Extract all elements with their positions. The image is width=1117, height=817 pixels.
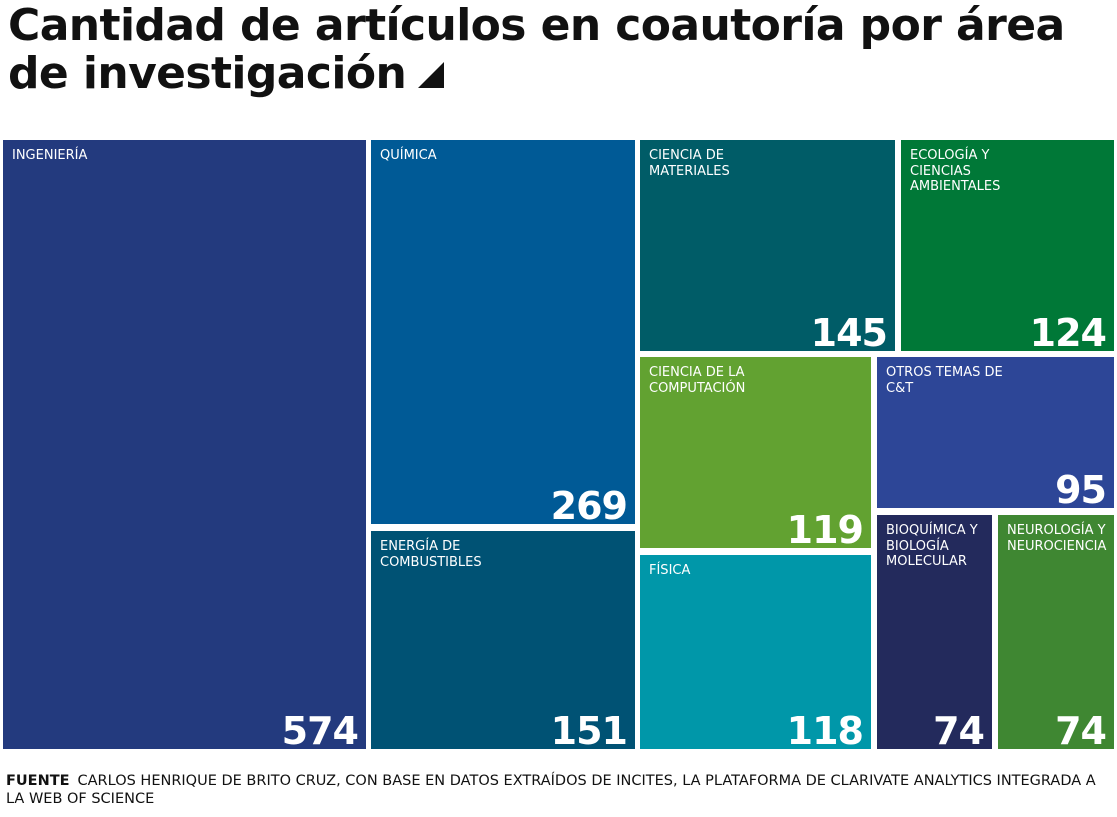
treemap-tile-value: 145 xyxy=(810,311,888,351)
treemap-tile-label: CIENCIA DE MATERIALES xyxy=(649,148,730,179)
treemap-tile-value: 119 xyxy=(786,508,864,548)
treemap-tile: ECOLOGÍA Y CIENCIAS AMBIENTALES 124 xyxy=(901,140,1114,351)
source-note: FUENTE CARLOS HENRIQUE DE BRITO CRUZ, CON… xyxy=(6,772,1106,808)
treemap-tile: BIOQUÍMICA Y BIOLOGÍA MOLECULAR 74 xyxy=(877,515,992,749)
treemap-tile-label: OTROS TEMAS DE C&T xyxy=(886,365,1003,396)
treemap-tile-value: 95 xyxy=(1055,468,1107,508)
treemap-tile-value: 74 xyxy=(933,709,985,749)
treemap-tile-label: ECOLOGÍA Y CIENCIAS AMBIENTALES xyxy=(910,148,1001,194)
treemap-tile-label: FÍSICA xyxy=(649,563,691,578)
treemap-tile-label: QUÍMICA xyxy=(380,148,437,163)
treemap-tile-value: 574 xyxy=(281,709,359,749)
treemap-tile: OTROS TEMAS DE C&T 95 xyxy=(877,357,1114,508)
treemap-tile: CIENCIA DE MATERIALES 145 xyxy=(640,140,895,351)
treemap-tile-label: NEUROLOGÍA Y NEUROCIENCIA xyxy=(1007,523,1107,554)
treemap-tile-value: 124 xyxy=(1029,311,1107,351)
treemap-tile: FÍSICA 118 xyxy=(640,555,871,749)
treemap-tile: QUÍMICA 269 xyxy=(371,140,635,524)
treemap-tile-value: 269 xyxy=(550,484,628,524)
treemap-tile-label: BIOQUÍMICA Y BIOLOGÍA MOLECULAR xyxy=(886,523,978,569)
source-text: CARLOS HENRIQUE DE BRITO CRUZ, CON BASE … xyxy=(6,773,1096,807)
treemap-tile: NEUROLOGÍA Y NEUROCIENCIA 74 xyxy=(998,515,1114,749)
chart-title-text: Cantidad de artículos en coautoría por á… xyxy=(8,0,1065,99)
treemap-tile: INGENIERÍA 574 xyxy=(3,140,366,749)
treemap-tile-value: 118 xyxy=(786,709,864,749)
treemap-tile-label: ENERGÍA DE COMBUSTIBLES xyxy=(380,539,482,570)
treemap-tile-label: INGENIERÍA xyxy=(12,148,88,163)
treemap-chart: INGENIERÍA 574 QUÍMICA 269 ENERGÍA DE COMBUS… xyxy=(0,138,1117,750)
treemap-tile: CIENCIA DE LA COMPUTACIÓN 119 xyxy=(640,357,871,548)
treemap-tile-value: 151 xyxy=(550,709,628,749)
treemap-tile-label: CIENCIA DE LA COMPUTACIÓN xyxy=(649,365,746,396)
chart-title: Cantidad de artículos en coautoría por á… xyxy=(8,2,1108,98)
triangle-arrow-icon xyxy=(418,62,445,88)
source-lead: FUENTE xyxy=(6,773,70,789)
treemap-tile: ENERGÍA DE COMBUSTIBLES 151 xyxy=(371,531,635,749)
treemap-tile-value: 74 xyxy=(1055,709,1107,749)
